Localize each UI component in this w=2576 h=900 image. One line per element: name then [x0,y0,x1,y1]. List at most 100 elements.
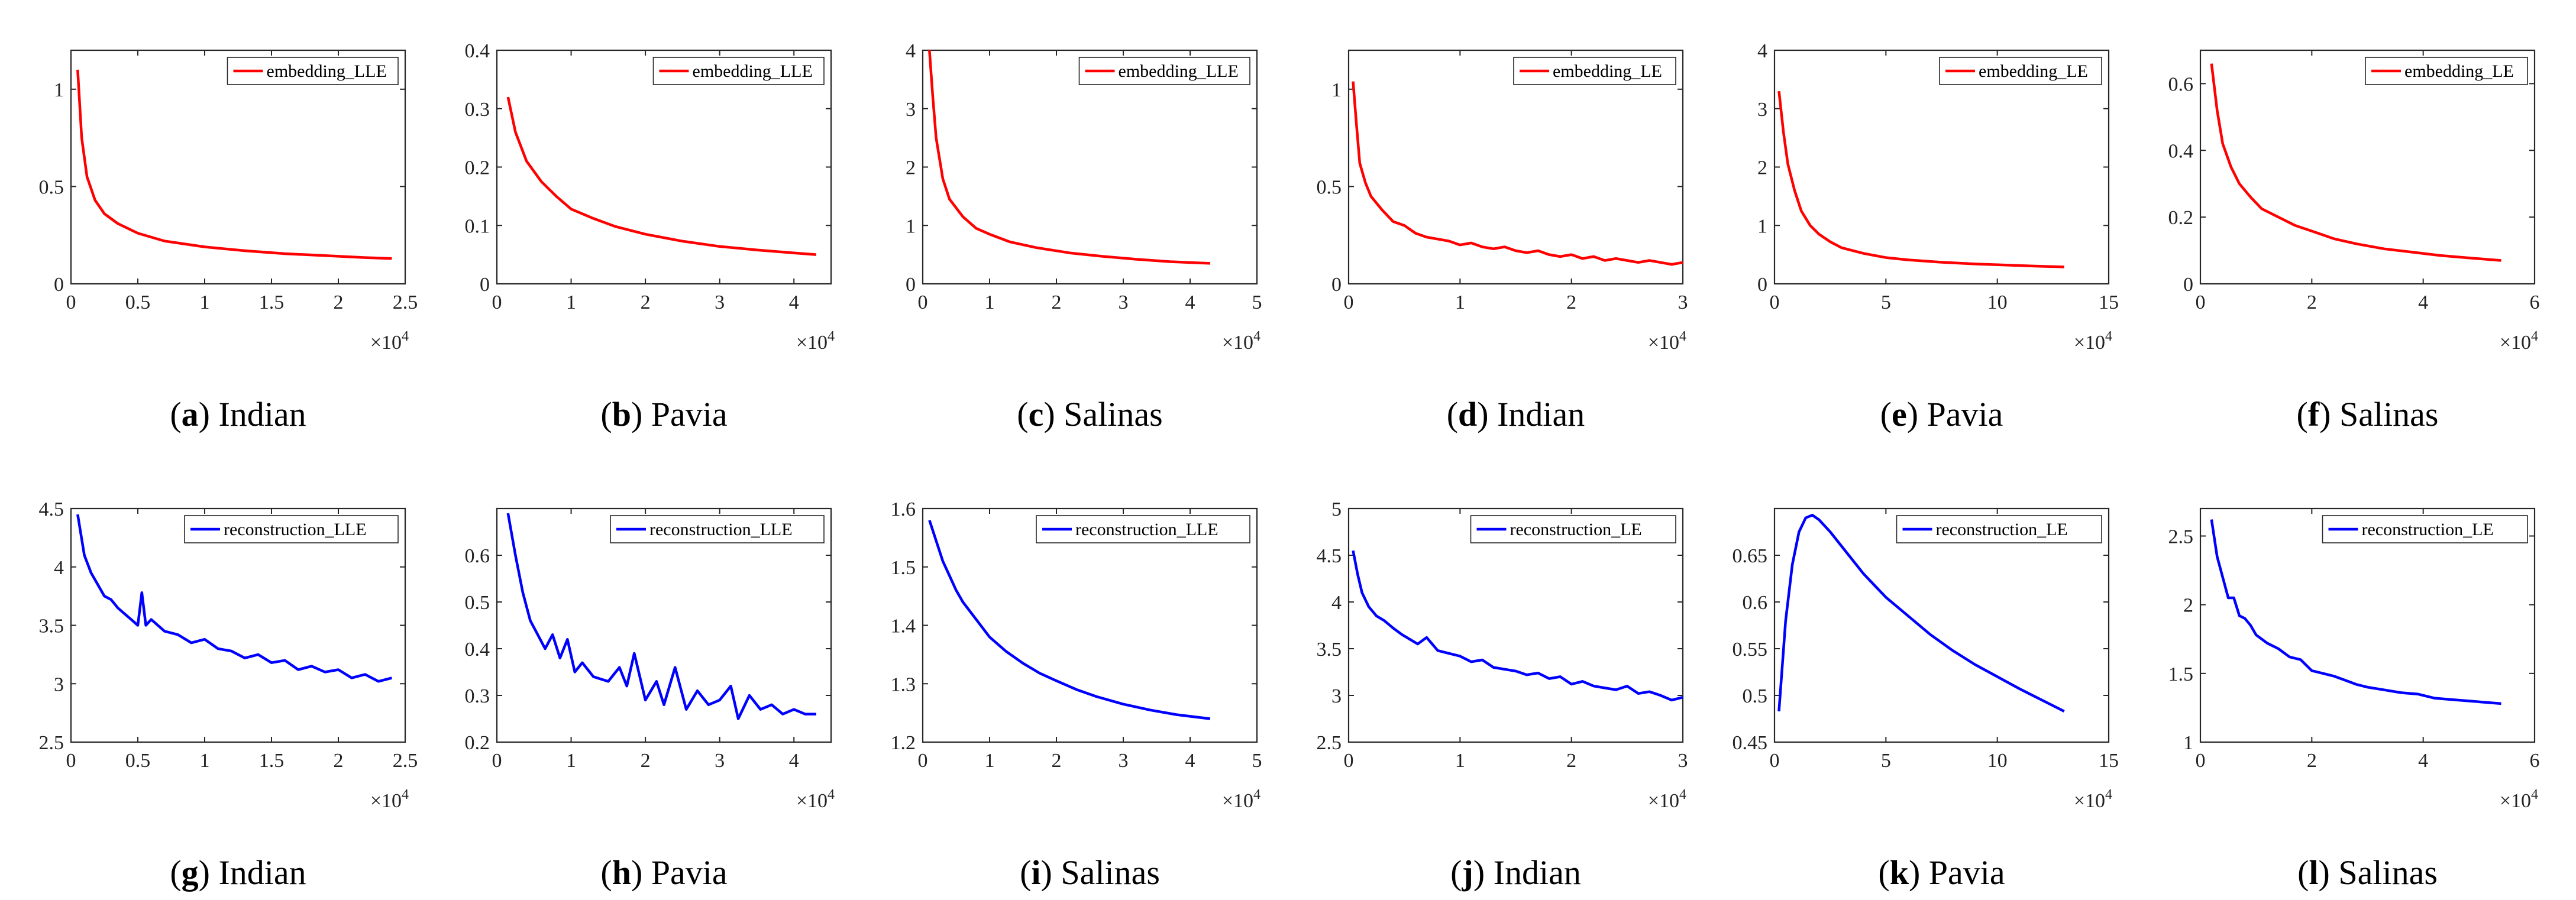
axes-box [2199,49,2536,285]
y-tick-label: 0.2 [465,732,490,754]
y-tick-label: 1 [1757,215,1767,237]
legend-label: reconstruction_LLE [224,520,367,539]
legend-label: embedding_LE [1553,61,1662,81]
series-line-embedding_LLE [506,96,817,256]
x-tick-label: 5 [1881,292,1891,313]
subplot-i: 0 1 2 3 4 5 1.2 1.3 1.4 1.5 1.6 ×104 reconstruction_… [891,498,1262,892]
y-tick-label: 1.4 [891,616,916,637]
legend-label: embedding_LE [2404,61,2514,81]
x-tick-label: 2 [1566,750,1576,772]
x-tick-label: 2 [334,750,344,772]
y-tick-label: 3 [1757,99,1767,121]
x-tick-label: 4 [1185,750,1195,772]
x-tick-label: 0 [1770,750,1780,772]
y-tick-label: 3.5 [39,616,64,637]
y-tick-label: 0 [1331,274,1342,296]
x-tick-label: 3 [715,750,725,772]
x-tick-label: 4 [789,750,799,772]
y-tick-label: 0.6 [2168,73,2194,95]
y-tick-label: 5 [1331,498,1342,520]
x-tick-label: 0 [1344,750,1354,772]
x-tick-label: 0 [492,292,502,313]
series-line-reconstruction_LLE [76,514,392,683]
y-tick-label: 0.3 [465,685,490,707]
y-tick-label: 0 [54,274,64,296]
x-tick-label: 3 [1678,750,1688,772]
x-axis-multiplier: ×104 [796,787,835,812]
x-tick-label: 2 [334,292,344,313]
x-tick-label: 2.5 [393,750,418,772]
subplot-caption: (g) Indian [170,853,306,892]
y-tick-label: 0.45 [1733,732,1768,754]
axes-box [70,507,406,743]
axes-box [1347,49,1684,285]
axes-box [2199,507,2536,743]
x-tick-label: 0 [918,750,928,772]
x-tick-label: 6 [2530,292,2540,313]
y-tick-label: 0.4 [2168,140,2194,162]
legend-label: reconstruction_LLE [1075,520,1218,539]
subplot-d: 0 1 2 3 0 0.5 1 ×104 embedding_LE (d) Indian [1317,49,1688,433]
subplot-h: 0 1 2 3 4 0.2 0.3 0.4 0.5 0.6 ×104 reconstruction_L… [465,507,835,892]
y-tick-label: 0 [1757,274,1767,296]
y-tick-label: 0.1 [465,215,490,237]
x-tick-label: 1 [200,292,210,313]
y-tick-label: 1.2 [891,732,916,754]
subplot-caption: (d) Indian [1447,395,1585,433]
y-tick-label: 0.4 [465,40,490,62]
y-tick-label: 0.5 [465,592,490,614]
y-tick-label: 0.2 [2168,207,2194,229]
x-tick-label: 2 [641,292,651,313]
subplot-g: 0 0.5 1 1.5 2 2.5 2.5 3 3.5 4 4.5 ×104 reconstructio… [39,498,418,892]
y-tick-label: 1.3 [891,674,916,695]
subplot-a: 0 0.5 1 1.5 2 2.5 0 0.5 1 ×104 embedding_LLE (a) In… [39,49,418,433]
x-tick-label: 1 [200,750,210,772]
y-tick-label: 2 [1757,157,1767,179]
x-tick-label: 1 [985,292,995,313]
y-tick-label: 0 [906,274,916,296]
x-axis-multiplier: ×104 [796,329,835,354]
y-tick-label: 3 [906,99,916,121]
x-tick-label: 2 [641,750,651,772]
axes-box [496,49,832,285]
x-tick-label: 4 [2418,750,2428,772]
x-axis-multiplier: ×104 [1648,787,1686,812]
y-tick-label: 2.5 [2168,526,2194,548]
y-tick-label: 4 [906,40,916,62]
x-tick-label: 1 [985,750,995,772]
x-tick-label: 0 [2196,750,2206,772]
legend-label: reconstruction_LE [1936,520,2068,539]
x-tick-label: 5 [1252,292,1262,313]
series-line-reconstruction_LE [1352,550,1683,702]
y-tick-label: 0.65 [1733,545,1768,567]
y-tick-label: 0.55 [1733,639,1768,661]
subplot-caption: (h) Pavia [600,853,727,892]
axes-box [70,49,406,285]
subplot-f: 0 2 4 6 0 0.2 0.4 0.6 ×104 embedding_LE (f) Salina… [2168,49,2540,433]
legend-box [610,515,825,543]
legend-label: embedding_LLE [1119,61,1239,81]
legend-label: reconstruction_LE [1510,520,1642,539]
subplot-l: 0 2 4 6 1 1.5 2 2.5 ×104 reconstruction_LE (l) Sal… [2168,507,2540,892]
x-tick-label: 0.5 [125,750,151,772]
y-tick-label: 1 [1331,79,1342,101]
x-tick-label: 6 [2530,750,2540,772]
subplot-e: 0 5 10 15 0 1 2 3 4 ×104 embedding_LE (e) Pavia [1757,40,2119,433]
y-tick-label: 0 [2183,274,2193,296]
y-tick-label: 2 [2183,595,2193,617]
x-tick-label: 10 [1987,750,2008,772]
x-tick-label: 4 [789,292,799,313]
x-tick-label: 5 [1252,750,1262,772]
y-tick-label: 1 [906,215,916,237]
y-tick-label: 4 [1331,592,1342,614]
x-axis-multiplier: ×104 [370,329,409,354]
subplot-caption: (b) Pavia [600,395,727,433]
x-axis-multiplier: ×104 [370,787,409,812]
legend-label: embedding_LLE [693,61,813,81]
x-tick-label: 3 [715,292,725,313]
axes-box [496,507,832,743]
x-tick-label: 3 [1119,750,1129,772]
x-tick-label: 1.5 [259,750,285,772]
y-tick-label: 2 [906,157,916,179]
